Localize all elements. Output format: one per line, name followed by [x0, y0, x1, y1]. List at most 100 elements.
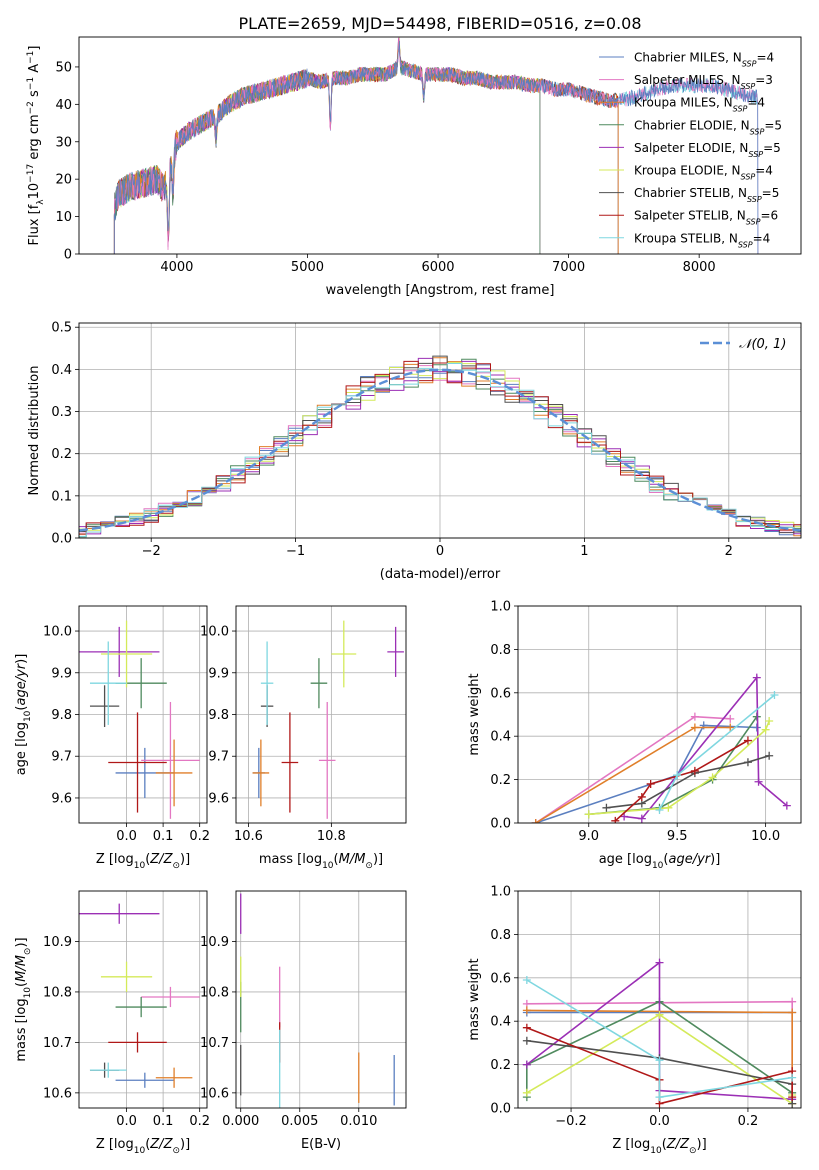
- weight-marker-chabrier-stelib: [743, 758, 752, 767]
- plot-frame: [78, 890, 208, 1109]
- label-part: )]: [710, 852, 720, 867]
- x-tick-label: 2: [725, 544, 733, 559]
- x-tick-label: 0.0: [116, 829, 137, 844]
- weight-marker-salpeter-stelib: [743, 736, 752, 745]
- weight-marker-chabrier-stelib: [602, 803, 611, 812]
- y-tick-label: 0.3: [51, 405, 72, 420]
- plot-frame: [78, 36, 802, 255]
- label-part: mass [log: [259, 852, 322, 867]
- label-part: 10: [652, 861, 664, 871]
- y-tick-label: 9.9: [51, 666, 72, 681]
- x-tick-label: 6000: [421, 260, 454, 275]
- legend-entry: Chabrier STELIB, NSSP=5: [634, 186, 779, 204]
- x-tick-label: −2: [142, 544, 161, 559]
- y-tick-label: 0.5: [51, 321, 72, 336]
- x-tick-label: 10.0: [751, 829, 780, 844]
- y-tick-label: 10.7: [200, 1036, 229, 1051]
- legend-text: =4: [755, 164, 773, 178]
- y-tick-label: 0.8: [490, 928, 511, 943]
- panel-residuals: −2 −1 0 1 2 0.0 0.1 0.2 0.3 0.4 0.5 (data-model)/er…: [27, 321, 802, 582]
- x-tick-label: 0.1: [153, 829, 174, 844]
- x-tick-label: 8000: [683, 260, 716, 275]
- plot-frame: [235, 605, 407, 824]
- x-tick-label: 9.5: [667, 829, 688, 844]
- y-tick-label: 9.8: [208, 708, 229, 723]
- weight-marker-kroupa-stelib: [522, 975, 531, 984]
- weight-marker-kroupa-miles: [522, 1006, 531, 1015]
- y-tick-label: 10.6: [200, 1086, 229, 1101]
- legend-entry: Kroupa ELODIE, NSSP=4: [634, 164, 773, 182]
- weight-marker-salpeter-stelib: [646, 779, 655, 788]
- legend-entry: 𝒩(0, 1): [739, 337, 786, 352]
- x-tick-label: 0.005: [281, 1114, 318, 1129]
- x-axis-label: age [log10(age/yr)]: [599, 852, 721, 871]
- label-part: 10: [134, 861, 146, 871]
- y-tick-label: 40: [55, 98, 72, 113]
- y-tick-label: 1.0: [490, 885, 511, 900]
- x-axis-label: (data-model)/error: [380, 567, 501, 582]
- weight-marker-salpeter-elodie: [752, 673, 761, 682]
- legend-text: Kroupa MILES, N: [634, 96, 733, 110]
- y-tick-label: 30: [55, 135, 72, 150]
- label-part: )]: [180, 852, 190, 867]
- label-part: −2: [26, 101, 36, 114]
- legend-subscript: SSP: [746, 217, 761, 226]
- y-tick-label: 0.4: [490, 730, 511, 745]
- label-part: −1: [26, 77, 36, 90]
- label-part: age [log: [14, 722, 29, 775]
- y-tick-label: 20: [55, 173, 72, 188]
- histogram-kroupa-stelib: [79, 363, 801, 537]
- normal-curve: [78, 368, 802, 532]
- weight-marker-salpeter-stelib: [611, 816, 620, 823]
- weight-marker-kroupa-stelib: [770, 690, 779, 699]
- label-part: 10: [650, 1146, 662, 1156]
- label-part: Z/Z: [149, 1137, 173, 1152]
- x-tick-label: 0.000: [222, 1114, 259, 1129]
- x-tick-label: 9.0: [578, 829, 599, 844]
- y-tick-label: 0.4: [490, 1015, 511, 1030]
- y-tick-label: 0.2: [490, 1058, 511, 1073]
- legend-text: Salpeter ELODIE, N: [634, 141, 748, 155]
- label-part: −1: [26, 51, 36, 64]
- x-tick-label: 4000: [160, 260, 193, 275]
- y-tick-label: 0.6: [490, 971, 511, 986]
- weight-marker-salpeter-elodie: [655, 958, 664, 967]
- x-axis-label: E(B-V): [301, 1137, 341, 1152]
- spectrum-line-chabrier-miles: [113, 40, 759, 254]
- y-tick-label: 9.6: [208, 791, 229, 806]
- label-part: Z/Z: [666, 1137, 690, 1152]
- label-part: 10: [23, 710, 33, 722]
- legend-text: Salpeter MILES, N: [634, 73, 741, 87]
- label-part: )]: [180, 1137, 190, 1152]
- weight-marker-kroupa-stelib: [673, 771, 682, 780]
- legend-text: =3: [755, 73, 773, 87]
- label-part: )]: [373, 852, 383, 867]
- weight-marker-salpeter-miles: [690, 712, 699, 721]
- y-axis-label: mass weight: [467, 958, 482, 1040]
- x-tick-label: 0.1: [153, 1114, 174, 1129]
- plot-frame: [78, 605, 208, 824]
- weight-marker-salpeter-stelib: [788, 1093, 797, 1102]
- weight-marker-salpeter-miles: [726, 714, 735, 723]
- legend-entry: Salpeter STELIB, NSSP=6: [634, 209, 778, 227]
- panel-spectrum: 4000 5000 6000 7000 8000 0 10 20 30 40 50 wavelengt…: [26, 36, 802, 298]
- weight-marker-chabrier-stelib: [522, 1036, 531, 1045]
- y-tick-label: 0.2: [490, 773, 511, 788]
- label-part: ⊙: [689, 1146, 697, 1156]
- y-tick-label: 10.8: [43, 985, 72, 1000]
- x-tick-label: 1: [580, 544, 588, 559]
- label-part: −17: [26, 164, 36, 183]
- label-part: 10: [322, 861, 334, 871]
- weight-marker-kroupa-miles: [690, 723, 699, 732]
- label-part: M/M: [339, 852, 366, 867]
- weight-marker-salpeter-miles: [788, 997, 797, 1006]
- legend-text: =4: [753, 231, 771, 245]
- label-part: )]: [14, 937, 29, 947]
- label-part: mass [log: [14, 998, 29, 1061]
- legend-text: Chabrier ELODIE, N: [634, 118, 750, 132]
- weight-marker-salpeter-stelib: [522, 1023, 531, 1032]
- panel-mass-vs-ebv: 0.000 0.005 0.010 10.6 10.7 10.8 10.9 E(B-V): [200, 890, 407, 1152]
- x-axis-label: Z [log10(Z/Z⊙)]: [96, 852, 190, 871]
- y-tick-label: 0.4: [51, 363, 72, 378]
